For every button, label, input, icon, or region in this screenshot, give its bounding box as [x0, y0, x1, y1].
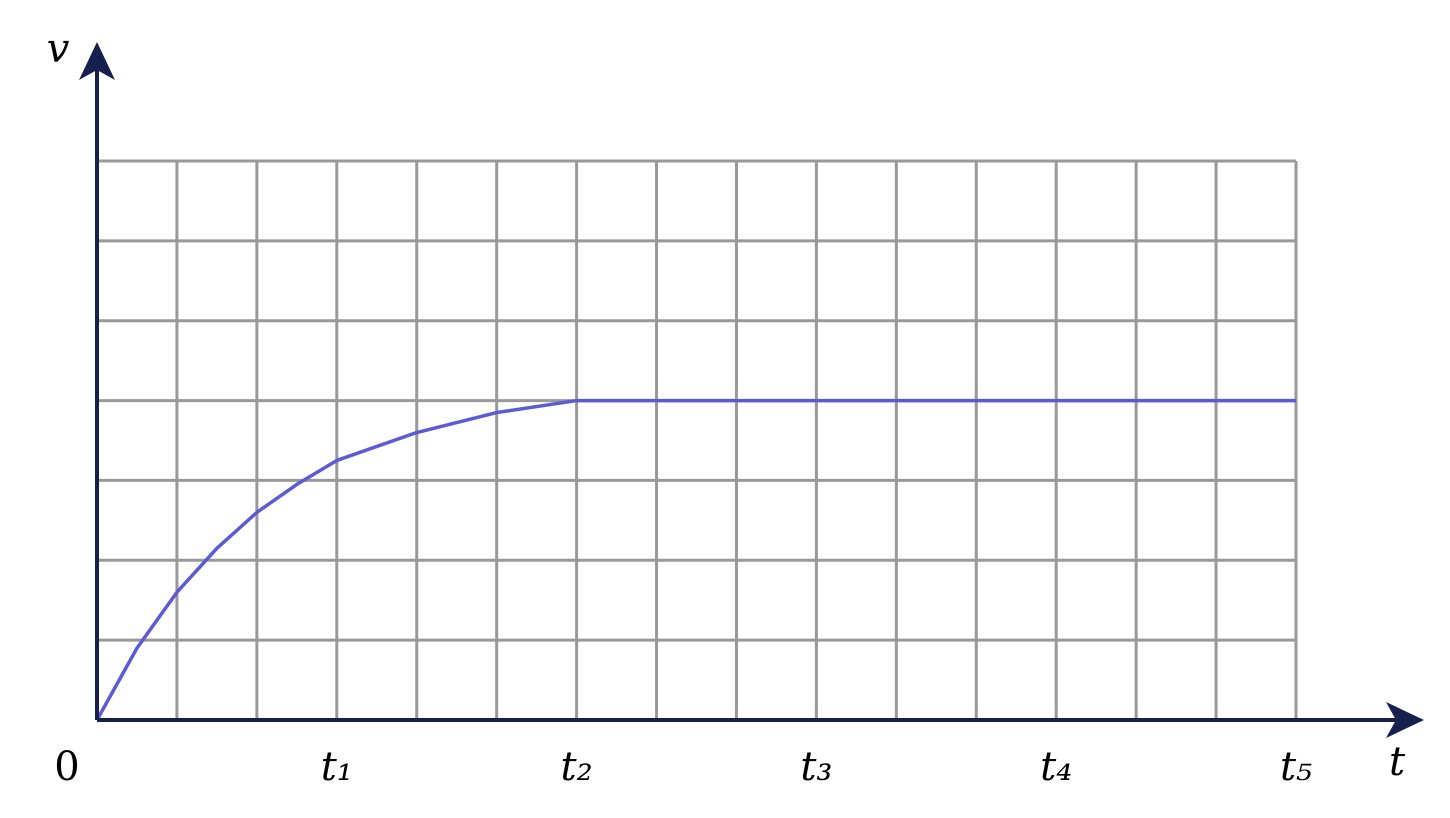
line-series	[95, 398, 1296, 721]
x-tick-label: t₁	[321, 744, 353, 790]
x-tick-label: t₄	[1040, 744, 1072, 790]
x-tick-label: t₂	[561, 744, 593, 790]
y-axis-label: v	[47, 26, 70, 72]
x-axis-label: t	[1389, 739, 1406, 785]
y-axis-arrow	[79, 42, 115, 80]
x-tick-label: t₃	[800, 744, 832, 790]
x-axis-arrow	[1386, 702, 1424, 738]
x-tick-label: 0	[54, 744, 79, 790]
x-tick-label: t₅	[1280, 744, 1312, 790]
